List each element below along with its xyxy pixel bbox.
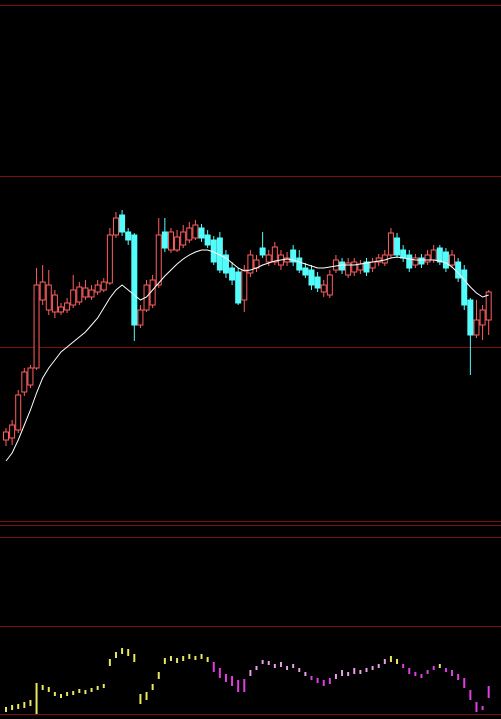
candle-body <box>271 246 278 263</box>
candle-body <box>332 259 339 271</box>
candle-body <box>27 367 34 386</box>
candle-body <box>363 261 370 273</box>
candle-body <box>479 309 486 326</box>
candle-body <box>259 247 266 256</box>
candle-body <box>357 263 364 271</box>
candle-body <box>467 299 474 336</box>
candle-body <box>485 291 492 321</box>
candle-body <box>21 371 28 393</box>
candle-body <box>192 224 199 239</box>
candle-body <box>442 251 449 269</box>
candle-body <box>33 284 40 369</box>
candle-body <box>418 257 425 265</box>
candle-body <box>339 261 346 271</box>
candle-body <box>229 267 236 281</box>
candle-body <box>406 254 413 269</box>
candle-body <box>82 287 89 298</box>
candle-body <box>345 262 352 276</box>
candle-body <box>302 267 309 276</box>
candle-body <box>180 231 187 246</box>
candle-body <box>167 231 174 251</box>
candle-body <box>314 276 321 289</box>
candle-body <box>76 286 83 303</box>
candle-body <box>70 289 77 306</box>
candle-body <box>131 234 138 326</box>
candle-body <box>296 257 303 271</box>
candle-body <box>235 271 242 304</box>
candle-body <box>9 424 16 439</box>
candle-body <box>369 261 376 269</box>
candle-body <box>284 257 291 263</box>
candle-body <box>436 247 443 263</box>
candle-body <box>412 257 419 266</box>
candle-body <box>375 257 382 263</box>
moving-average <box>5 249 489 462</box>
candle-body <box>64 302 71 311</box>
candle-body <box>100 281 107 291</box>
candle-body <box>137 309 144 326</box>
candle-body <box>45 284 52 311</box>
candle-body <box>247 254 254 274</box>
candle-body <box>112 217 119 236</box>
candle-body <box>461 269 468 306</box>
candle-body <box>3 431 9 441</box>
candle-body <box>94 284 101 293</box>
candle-body <box>125 231 132 241</box>
candle-body <box>265 254 272 263</box>
candle-body <box>430 249 437 261</box>
candle-body <box>400 249 407 259</box>
candle-body <box>39 281 46 301</box>
candle-body <box>88 289 95 298</box>
candle-body <box>290 249 297 263</box>
candle-body <box>308 269 315 286</box>
candle-body <box>174 236 181 251</box>
candle-body <box>473 319 480 336</box>
candle-body <box>155 234 162 286</box>
candle-body <box>186 227 193 241</box>
candle-body <box>241 269 248 301</box>
candle-body <box>351 261 358 273</box>
candle-body <box>119 214 126 233</box>
candle-body <box>106 234 113 284</box>
candle-body <box>51 294 58 313</box>
candle-body <box>57 306 64 313</box>
candle-body <box>449 254 456 266</box>
candle-body <box>326 274 333 296</box>
candle-body <box>198 227 205 239</box>
candle-body <box>394 237 401 256</box>
candle-body <box>161 231 168 249</box>
candle-body <box>424 254 431 263</box>
candle-body <box>387 232 394 256</box>
candle-body <box>204 234 211 246</box>
candle-body <box>320 284 327 293</box>
candle-body <box>222 254 229 274</box>
candle-body <box>15 394 22 431</box>
